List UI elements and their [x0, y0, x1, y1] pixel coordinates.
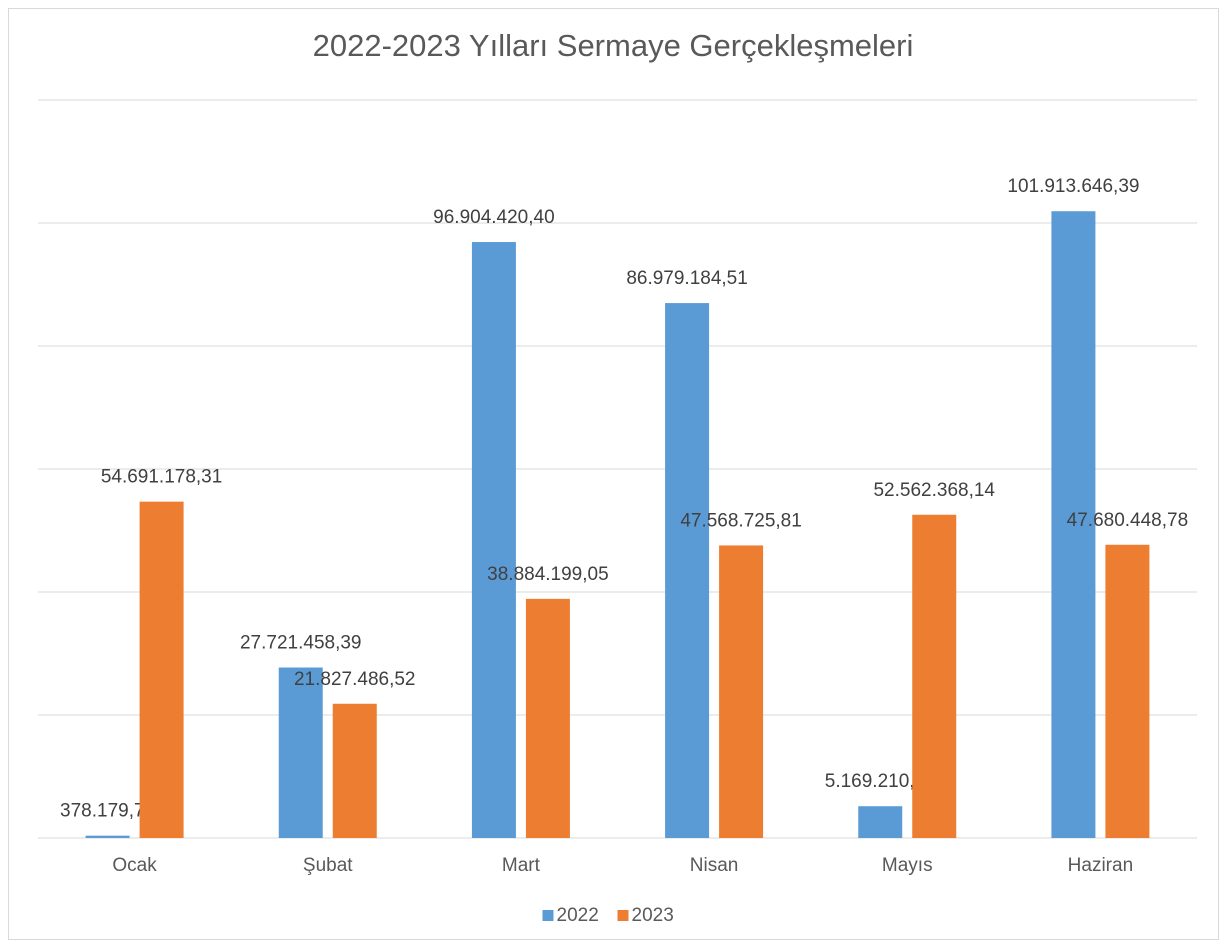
chart-frame — [8, 8, 1219, 940]
data-label: 96.904.420,40 — [433, 207, 555, 228]
data-label: 378.179,74 — [60, 801, 156, 822]
bar — [912, 514, 957, 838]
bar — [1105, 544, 1150, 838]
data-label: 86.979.184,51 — [626, 268, 748, 289]
bar — [278, 667, 323, 838]
data-label: 47.568.725,81 — [680, 510, 802, 531]
legend-label: 2022 — [557, 905, 599, 926]
legend-label: 2023 — [632, 905, 674, 926]
x-tick-label: Haziran — [1068, 855, 1133, 876]
bar — [719, 545, 764, 838]
data-label: 27.721.458,39 — [240, 633, 362, 654]
legend-swatch — [617, 910, 629, 921]
x-tick-label: Mart — [502, 855, 541, 876]
data-label: 21.827.486,52 — [294, 669, 416, 690]
data-label: 54.691.178,31 — [101, 467, 223, 488]
x-tick-label: Mayıs — [882, 855, 933, 876]
chart-title: 2022-2023 Yılları Sermaye Gerçekleşmeler… — [313, 28, 914, 63]
x-tick-label: Nisan — [690, 855, 739, 876]
data-label: 38.884.199,05 — [487, 564, 609, 585]
legend-swatch — [542, 910, 554, 921]
x-tick-label: Ocak — [112, 855, 157, 876]
bar — [858, 806, 903, 838]
bar — [665, 303, 710, 838]
bar — [525, 598, 570, 838]
bar — [139, 501, 184, 838]
bar — [1051, 211, 1096, 838]
data-label: 52.562.368,14 — [873, 480, 995, 501]
x-tick-label: Şubat — [303, 855, 353, 876]
data-label: 101.913.646,39 — [1007, 176, 1139, 197]
bar — [85, 835, 130, 838]
bar — [332, 703, 377, 838]
bar — [471, 242, 516, 838]
data-label: 5.169.210,40 — [825, 771, 936, 792]
data-label: 47.680.448,78 — [1067, 510, 1189, 531]
